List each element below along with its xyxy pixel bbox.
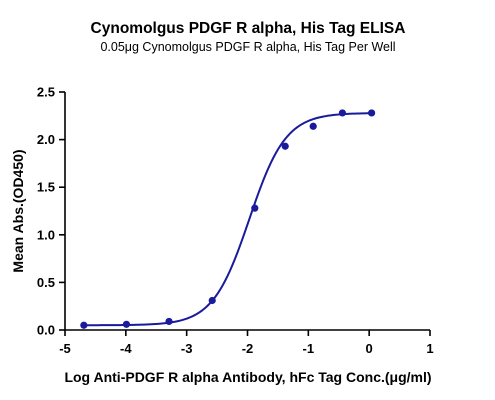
- x-tick-label: -2: [242, 341, 254, 356]
- x-tick-label: 1: [426, 341, 433, 356]
- x-tick-label: 0: [366, 341, 373, 356]
- data-point: [338, 109, 346, 117]
- y-tick-label: 2.0: [37, 132, 55, 147]
- fit-curve: [83, 112, 372, 327]
- chart-subtitle: 0.05μg Cynomolgus PDGF R alpha, His Tag …: [100, 40, 395, 54]
- x-tick-label: -4: [120, 341, 132, 356]
- data-point: [165, 317, 173, 326]
- x-tick-label: -3: [181, 341, 193, 356]
- data-point: [122, 320, 131, 328]
- data-point: [80, 321, 88, 329]
- data-point: [251, 204, 259, 212]
- y-tick-label: 0.5: [37, 275, 55, 290]
- data-point: [368, 109, 376, 117]
- y-axis-label: Mean Abs.(OD450): [10, 149, 26, 272]
- x-tick-label: -5: [59, 341, 71, 356]
- y-tick-label: 1.5: [37, 180, 55, 195]
- data-point: [309, 122, 317, 130]
- plot-area: 0.0 0.5 1.0 1.5 2.0 2.5 -5 -4 -3 -2 -1 0 1: [37, 85, 434, 357]
- x-tick-label: -1: [303, 341, 315, 356]
- y-tick-label: 0.0: [37, 323, 55, 338]
- y-tick-label: 1.0: [37, 227, 55, 242]
- x-axis-label: Log Anti-PDGF R alpha Antibody, hFc Tag …: [64, 369, 431, 385]
- data-point: [208, 296, 216, 305]
- y-tick-label: 2.5: [37, 85, 55, 100]
- data-point: [281, 142, 289, 150]
- chart-title: Cynomolgus PDGF R alpha, His Tag ELISA: [91, 20, 406, 37]
